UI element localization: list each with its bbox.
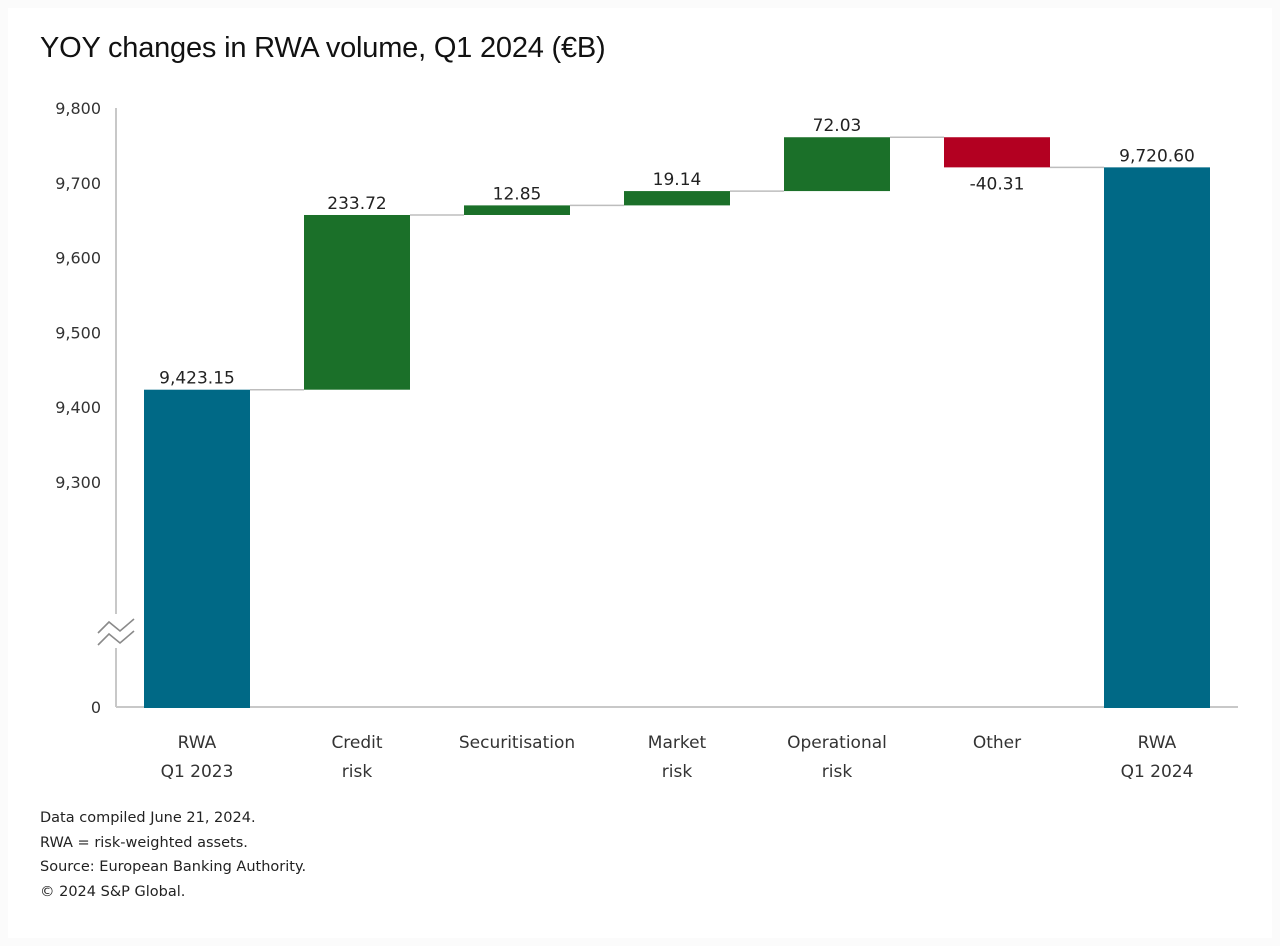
bars (144, 137, 1210, 708)
y-tick-label: 9,300 (55, 473, 101, 492)
category-label: Q1 2023 (161, 762, 234, 782)
bar-decrease (944, 137, 1050, 168)
data-label: -40.31 (970, 174, 1025, 194)
category-label: risk (662, 762, 693, 782)
category-label: Other (973, 733, 1021, 753)
axis-break-mask (98, 614, 136, 648)
note-source: Source: European Banking Authority. (40, 859, 307, 875)
y-tick-label: 9,600 (55, 249, 101, 268)
bar-increase (464, 205, 570, 215)
axis-break-icon (97, 614, 136, 648)
category-label: RWA (1138, 733, 1177, 753)
bar-increase (304, 214, 410, 390)
data-label: 9,720.60 (1119, 146, 1195, 166)
category-label: Market (648, 733, 707, 753)
waterfall-chart: 9,800 9,700 9,600 9,500 9,400 9,300 0 9,423.15… (55, 99, 1238, 782)
axis-break-zigzag (97, 618, 135, 634)
bar-increase (624, 191, 730, 206)
data-labels: 9,423.15 233.72 12.85 19.14 72.03 -40.31 9,720… (159, 116, 1195, 388)
y-axis: 9,800 9,700 9,600 9,500 9,400 9,300 0 (55, 99, 1238, 717)
note-date: Data compiled June 21, 2024. (40, 810, 256, 826)
category-label: risk (342, 762, 373, 782)
chart-title: YOY changes in RWA volume, Q1 2024 (€B) (40, 32, 606, 64)
chart-notes: Data compiled June 21, 2024. RWA = risk-… (40, 806, 306, 904)
category-label: Operational (787, 733, 887, 753)
category-label: RWA (178, 733, 217, 753)
data-label: 12.85 (493, 184, 542, 204)
category-label: Securitisation (459, 733, 575, 753)
category-labels: RWA Q1 2023 Credit risk Securitisation Market… (161, 733, 1194, 782)
data-label: 9,423.15 (159, 369, 235, 389)
data-label: 233.72 (327, 194, 386, 214)
connector-lines (250, 136, 1104, 391)
note-definition: RWA = risk-weighted assets. (40, 834, 248, 851)
note-copyright: © 2024 S&P Global. (40, 883, 186, 900)
bar-total (144, 389, 250, 708)
data-label: 72.03 (813, 116, 862, 136)
y-tick-label: 9,400 (55, 398, 101, 417)
y-tick-label: 9,800 (55, 99, 101, 118)
category-label: Q1 2024 (1121, 762, 1194, 782)
y-tick-label: 9,700 (55, 174, 101, 193)
y-tick-label: 0 (91, 698, 101, 717)
bar-increase (784, 137, 890, 192)
data-label: 19.14 (653, 170, 702, 190)
axis-break-zigzag (97, 630, 135, 646)
category-label: risk (822, 762, 853, 782)
bar-total (1104, 167, 1210, 708)
category-label: Credit (331, 733, 382, 753)
y-tick-label: 9,500 (55, 323, 101, 342)
